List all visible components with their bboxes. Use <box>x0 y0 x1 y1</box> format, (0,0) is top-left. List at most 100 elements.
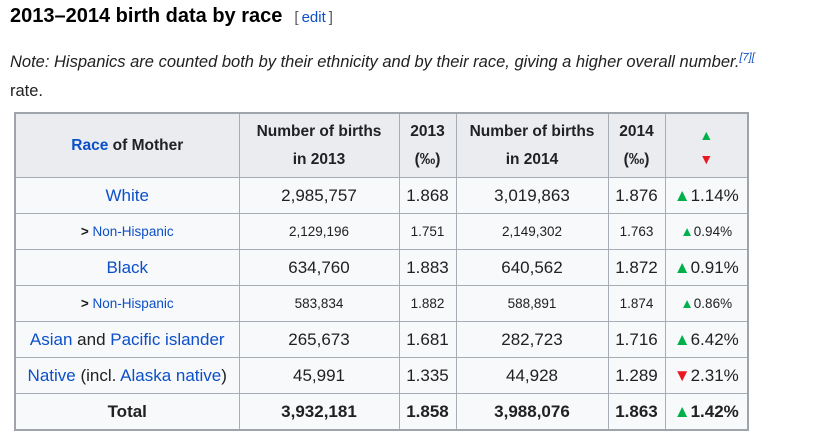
up-triangle-icon: ▲ <box>680 296 694 311</box>
cell-births-2013: 3,932,181 <box>238 393 400 431</box>
race-link[interactable]: Black <box>106 257 149 277</box>
cell-change: ▲0.86% <box>664 285 749 322</box>
race-text: Total <box>107 401 147 421</box>
up-triangle-icon: ▲ <box>680 224 694 239</box>
page-title: 2013–2014 birth data by race <box>10 5 283 27</box>
table-row: Native (incl. Alaska native) 45,991 1.335 4… <box>14 357 749 394</box>
change-percent: 0.86% <box>693 296 733 311</box>
reference-superscript: [7][ <box>739 52 754 64</box>
cell-change: ▼2.31% <box>664 357 749 394</box>
race-text: and <box>72 329 111 349</box>
cell-births-2014: 2,149,302 <box>455 213 609 250</box>
cell-rate-2013: 1.868 <box>398 177 457 214</box>
note-sentence: Note: Hispanics are counted both by thei… <box>10 53 740 71</box>
cell-births-2013: 2,985,757 <box>238 177 400 214</box>
cell-births-2014: 588,891 <box>455 285 609 322</box>
cell-change: ▲1.14% <box>664 177 749 214</box>
table-row: Asian and Pacific islander 265,673 1.681 28… <box>14 321 749 358</box>
race-header-rest: of Mother <box>108 136 184 154</box>
cell-births-2014: 44,928 <box>455 357 609 394</box>
cell-births-2014: 282,723 <box>455 321 609 358</box>
table-row: > Non-Hispanic 2,129,196 1.751 2,149,302 1.7… <box>14 213 749 250</box>
race-header-link[interactable]: Race <box>71 136 109 154</box>
edit-bracket-open: [ <box>294 9 299 26</box>
ref-7-link[interactable]: [7] <box>739 51 752 64</box>
up-triangle-icon: ▲ <box>673 329 691 349</box>
race-link[interactable]: Pacific islander <box>110 329 225 349</box>
cell-rate-2013: 1.882 <box>398 285 457 322</box>
cell-rate-2014: 1.763 <box>607 213 666 250</box>
cell-births-2013: 45,991 <box>238 357 400 394</box>
cell-rate-2013: 1.335 <box>398 357 457 394</box>
col-header-rate-2014: 2014 (‰) <box>607 112 666 178</box>
table-row: > Non-Hispanic 583,834 1.882 588,891 1.874 ▲0… <box>14 285 749 322</box>
up-triangle-icon: ▲ <box>673 185 691 205</box>
change-percent: 0.91% <box>690 257 739 277</box>
race-link[interactable]: Native <box>27 365 76 385</box>
up-triangle-icon: ▲ <box>699 126 714 143</box>
cell-rate-2013: 1.883 <box>398 249 457 286</box>
cell-rate-2013: 1.751 <box>398 213 457 250</box>
table-row: Black 634,760 1.883 640,562 1.872 ▲0.91% <box>14 249 749 286</box>
race-link[interactable]: Non-Hispanic <box>92 224 174 239</box>
change-percent: 1.42% <box>690 401 739 421</box>
race-link[interactable]: White <box>105 185 149 205</box>
down-triangle-icon: ▼ <box>699 150 714 167</box>
cell-race: Total <box>14 393 240 431</box>
cell-race: White <box>14 177 240 214</box>
cell-change: ▲0.91% <box>664 249 749 286</box>
race-text: ) <box>221 365 227 385</box>
cell-rate-2014: 1.876 <box>607 177 666 214</box>
race-link[interactable]: Non-Hispanic <box>92 296 174 311</box>
cell-race: Black <box>14 249 240 286</box>
cell-race: Native (incl. Alaska native) <box>14 357 240 394</box>
race-text: (incl. <box>75 365 121 385</box>
cell-change: ▲1.42% <box>664 393 749 431</box>
col-header-rate-2013: 2013 (‰) <box>398 112 457 178</box>
cell-rate-2013: 1.681 <box>398 321 457 358</box>
cell-rate-2014: 1.872 <box>607 249 666 286</box>
cell-rate-2014: 1.716 <box>607 321 666 358</box>
edit-section: [edit] <box>294 9 333 26</box>
change-percent: 1.14% <box>690 185 739 205</box>
table-row: Total 3,932,181 1.858 3,988,076 1.863 ▲1.42% <box>14 393 749 431</box>
note-paragraph: Note: Hispanics are counted both by thei… <box>10 48 813 106</box>
change-percent: 6.42% <box>690 329 739 349</box>
cell-race: > Non-Hispanic <box>14 285 240 322</box>
cell-rate-2013: 1.858 <box>398 393 457 431</box>
header-row: Race of Mother Number of births in 2013 … <box>14 112 749 178</box>
race-text: > <box>80 296 93 311</box>
col-header-births-2013: Number of births in 2013 <box>238 112 400 178</box>
col-header-change: ▲ ▼ <box>664 112 749 178</box>
cell-births-2014: 3,988,076 <box>455 393 609 431</box>
cell-births-2013: 2,129,196 <box>238 213 400 250</box>
col-header-race: Race of Mother <box>14 112 240 178</box>
note-continuation: rate. <box>10 82 44 100</box>
col-header-births-2014: Number of births in 2014 <box>455 112 609 178</box>
edit-bracket-close: ] <box>328 9 333 26</box>
edit-link[interactable]: edit <box>301 9 326 26</box>
up-triangle-icon: ▲ <box>673 257 691 277</box>
up-triangle-icon: ▲ <box>673 401 691 421</box>
cell-births-2014: 3,019,863 <box>455 177 609 214</box>
section-heading: 2013–2014 birth data by race [edit] <box>10 5 333 28</box>
change-percent: 2.31% <box>690 365 739 385</box>
cell-births-2013: 634,760 <box>238 249 400 286</box>
birth-data-table: Race of Mother Number of births in 2013 … <box>14 112 749 431</box>
race-link[interactable]: Alaska native <box>120 365 222 385</box>
cell-race: > Non-Hispanic <box>14 213 240 250</box>
table-body: White 2,985,757 1.868 3,019,863 1.876 ▲1.14% >… <box>14 177 749 431</box>
race-link[interactable]: Asian <box>29 329 73 349</box>
table-row: White 2,985,757 1.868 3,019,863 1.876 ▲1.14% <box>14 177 749 214</box>
down-triangle-icon: ▼ <box>673 365 691 385</box>
cell-births-2013: 265,673 <box>238 321 400 358</box>
cell-change: ▲0.94% <box>664 213 749 250</box>
ref-partial-link[interactable]: [ <box>751 51 755 64</box>
cell-change: ▲6.42% <box>664 321 749 358</box>
cell-race: Asian and Pacific islander <box>14 321 240 358</box>
cell-births-2013: 583,834 <box>238 285 400 322</box>
cell-rate-2014: 1.289 <box>607 357 666 394</box>
change-percent: 0.94% <box>693 224 733 239</box>
cell-rate-2014: 1.863 <box>607 393 666 431</box>
